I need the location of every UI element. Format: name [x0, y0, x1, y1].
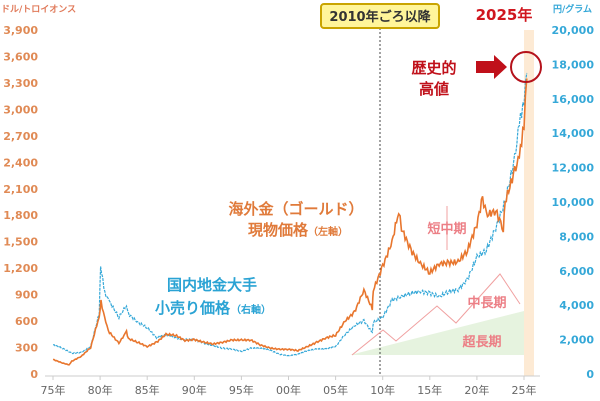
x-tick-label: 15年 — [417, 383, 442, 397]
x-tick-label: 85年 — [135, 383, 160, 397]
gold-usd-series-line — [52, 78, 528, 366]
highlight-2025-band — [524, 30, 534, 376]
short-mid-term-label: 短中期 — [427, 221, 466, 237]
left-tick-label: 900 — [15, 289, 38, 302]
mid-long-term-label: 中長期 — [467, 295, 506, 311]
right-tick-label: 6,000 — [559, 265, 594, 278]
left-tick-label: 1,800 — [3, 209, 38, 222]
right-tick-label: 2,000 — [559, 334, 594, 347]
right-axis-unit: 円/グラム — [553, 3, 592, 15]
right-tick-label: 10,000 — [552, 196, 595, 209]
period-box — [320, 3, 440, 29]
jp-retail-series-line — [52, 72, 528, 357]
x-tick-label: 90年 — [182, 383, 207, 397]
right-tick-label: 16,000 — [552, 93, 595, 106]
jp-series-label-1: 国内地金大手 — [167, 276, 257, 294]
arrow-right-icon — [476, 55, 507, 79]
x-tick-label: 95年 — [229, 383, 254, 397]
high-label-2: 高値 — [419, 80, 449, 98]
period-box-label: 2010年ごろ以降 — [329, 9, 431, 25]
x-tick-label: 75年 — [41, 383, 66, 397]
x-tick-label: 10年 — [370, 383, 395, 397]
left-tick-label: 2,700 — [3, 130, 38, 143]
left-tick-label: 3,900 — [3, 24, 38, 37]
x-tick-label: 00年 — [276, 383, 301, 397]
right-tick-label: 14,000 — [552, 127, 595, 140]
gold-series-label-1: 海外金（ゴールド） — [228, 200, 363, 218]
left-tick-label: 1,500 — [3, 236, 38, 249]
right-tick-label: 20,000 — [552, 24, 595, 37]
high-label-1: 歴史的 — [411, 59, 456, 77]
gold-series-axis-note: （左軸） — [308, 225, 348, 238]
left-tick-label: 3,300 — [3, 77, 38, 90]
high-circle — [510, 51, 542, 83]
x-tick-label: 20年 — [464, 383, 489, 397]
right-tick-label: 12,000 — [552, 162, 595, 175]
left-tick-label: 2,100 — [3, 183, 38, 196]
year-2025-label: 2025年 — [476, 6, 533, 24]
super-long-trend-area — [350, 311, 524, 355]
left-tick-label: 300 — [15, 342, 38, 355]
trend-arrows — [351, 206, 521, 356]
gold-series-label-2: 現物価格 — [248, 221, 309, 239]
right-tick-label: 4,000 — [559, 299, 594, 312]
mid-long-zigzag — [351, 273, 521, 356]
left-tick-label: 600 — [15, 315, 38, 328]
jp-series-axis-note: （右軸） — [231, 303, 271, 316]
x-tick-label: 25年 — [512, 383, 537, 397]
right-tick-label: 0 — [586, 368, 594, 381]
left-tick-label: 0 — [30, 368, 38, 381]
right-tick-label: 8,000 — [559, 230, 594, 243]
super-long-term-label: 超長期 — [462, 334, 501, 350]
left-tick-label: 3,000 — [3, 103, 38, 116]
left-tick-label: 3,600 — [3, 50, 38, 63]
x-tick-label: 05年 — [323, 383, 348, 397]
left-tick-label: 1,200 — [3, 262, 38, 275]
left-tick-label: 2,400 — [3, 156, 38, 169]
left-axis-unit: ドル/トロイオンス — [1, 4, 76, 15]
right-tick-label: 18,000 — [552, 58, 595, 71]
jp-series-label-2: 小売り価格 — [155, 299, 231, 317]
x-tick-label: 80年 — [88, 383, 113, 397]
